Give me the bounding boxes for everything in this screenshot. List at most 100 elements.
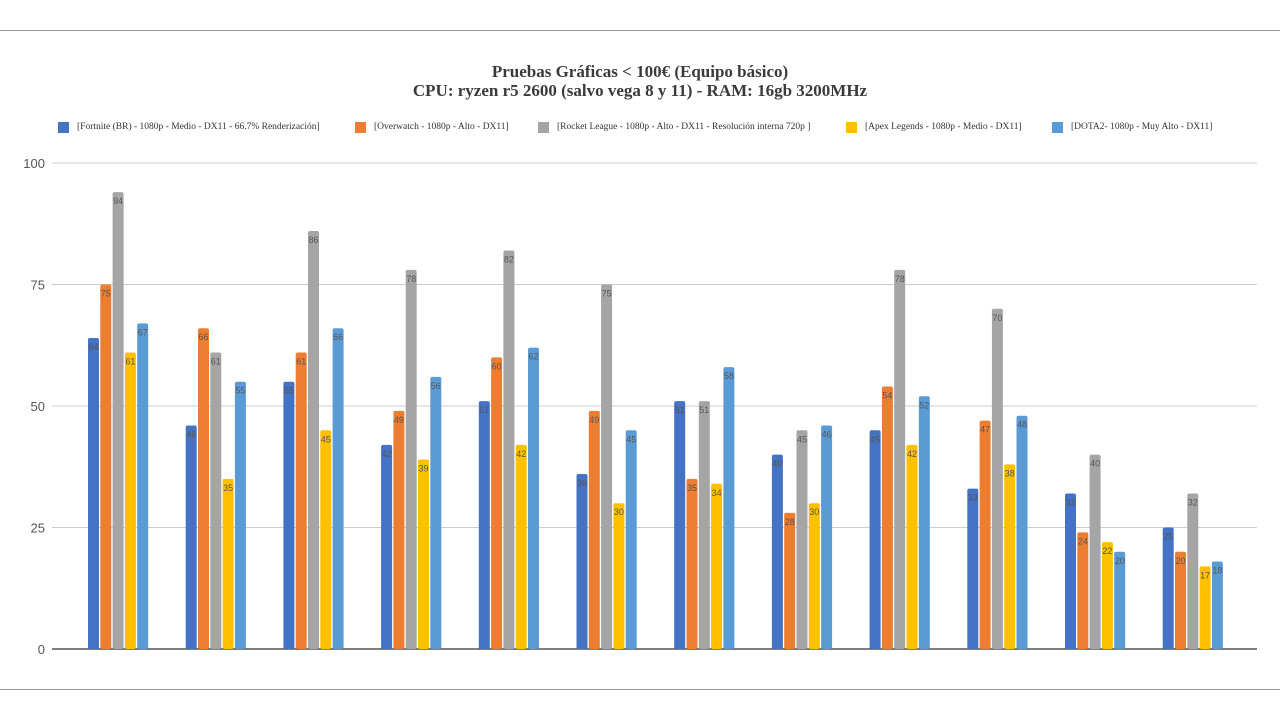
bar-data-label: 49 [589, 415, 599, 425]
bar [576, 474, 588, 649]
bar-data-label: 24 [1078, 536, 1088, 546]
bar-data-label: 40 [1090, 459, 1100, 469]
legend-label: [DOTA2- 1080p - Muy Alto - DX11] [1071, 122, 1213, 132]
legend-label: [Fortnite (BR) - 1080p - Medio - DX11 - … [77, 122, 320, 132]
bar [967, 488, 979, 649]
bar [1016, 415, 1028, 649]
bar-data-label: 70 [992, 313, 1002, 323]
bar-data-label: 35 [687, 483, 697, 493]
bar [1101, 542, 1113, 649]
bar [515, 444, 527, 649]
bar-data-label: 82 [504, 254, 514, 264]
bar-data-label: 30 [809, 507, 819, 517]
legend-label: [Overwatch - 1080p - Alto - DX11] [374, 122, 509, 132]
bar-data-label: 86 [308, 235, 318, 245]
bar [185, 425, 197, 649]
bar-data-label: 49 [394, 415, 404, 425]
bar [295, 352, 307, 649]
bar-data-label: 38 [1005, 468, 1015, 478]
bar-data-label: 61 [211, 357, 221, 367]
bar [1211, 561, 1223, 649]
bar [711, 483, 723, 649]
y-tick-label: 25 [31, 521, 45, 536]
bar [528, 347, 539, 649]
bar-data-label: 22 [1102, 546, 1112, 556]
bar-data-label: 48 [1017, 420, 1027, 430]
bar [784, 512, 796, 649]
bar-data-label: 75 [101, 289, 111, 299]
bar [418, 459, 429, 649]
bar [698, 401, 710, 649]
bar [320, 430, 332, 649]
bar [1004, 464, 1016, 649]
bar-data-label: 66 [333, 332, 343, 342]
bar [137, 323, 149, 649]
top-divider [0, 30, 1280, 31]
bar-data-label: 35 [223, 483, 233, 493]
bar [1199, 566, 1211, 649]
bar-data-label: 60 [492, 361, 502, 371]
bar-data-label: 45 [626, 434, 636, 444]
bar [1187, 493, 1199, 649]
bar [100, 284, 112, 649]
bar-data-label: 66 [198, 332, 208, 342]
bar-data-label: 64 [88, 342, 98, 352]
bar-data-label: 45 [870, 434, 880, 444]
legend-swatch [1052, 121, 1063, 133]
legend-label: [Apex Legends - 1080p - Medio - DX11] [865, 122, 1022, 132]
bar-data-label: 51 [479, 405, 489, 415]
bar-data-label: 20 [1175, 556, 1185, 566]
y-tick-label: 75 [31, 278, 45, 293]
bar-data-label: 42 [382, 449, 392, 459]
bar [198, 328, 209, 649]
bar [674, 401, 686, 649]
bar-data-label: 51 [675, 405, 685, 415]
legend-swatch [846, 121, 857, 133]
legend-item: [DOTA2- 1080p - Muy Alto - DX11] [1052, 120, 1212, 134]
chart-legend: [Fortnite (BR) - 1080p - Medio - DX11 - … [0, 120, 1280, 136]
bar [894, 269, 906, 649]
bar-data-label: 32 [1065, 497, 1075, 507]
bar-data-label: 54 [882, 391, 892, 401]
chart-title: Pruebas Gráficas < 100€ (Equipo básico) [491, 62, 789, 81]
bar [393, 410, 405, 649]
bar [979, 420, 991, 649]
legend-item: [Apex Legends - 1080p - Medio - DX11] [846, 120, 1022, 134]
bar [1077, 532, 1089, 649]
bar [210, 352, 222, 649]
legend-item: [Rocket League - 1080p - Alto - DX11 - R… [538, 120, 810, 134]
legend-swatch [538, 121, 549, 133]
bar-data-label: 34 [712, 488, 722, 498]
bar-data-label: 32 [1188, 497, 1198, 507]
bottom-divider [0, 689, 1280, 690]
bar [808, 503, 820, 649]
bar-data-label: 30 [614, 507, 624, 517]
bar [881, 386, 893, 649]
bar [625, 430, 637, 649]
bar [601, 284, 613, 649]
legend-item: [Fortnite (BR) - 1080p - Medio - DX11 - … [58, 120, 320, 134]
bar [405, 269, 417, 649]
bar-data-label: 55 [235, 386, 245, 396]
legend-label: [Rocket League - 1080p - Alto - DX11 - R… [557, 122, 811, 132]
y-tick-label: 100 [23, 156, 45, 171]
bar [430, 376, 442, 649]
bar [796, 430, 808, 649]
bar [1175, 551, 1186, 649]
legend-swatch [355, 121, 366, 133]
bar-data-label: 61 [125, 357, 135, 367]
bar-data-label: 51 [699, 405, 709, 415]
bar [1089, 454, 1101, 649]
bar-data-label: 52 [919, 400, 929, 410]
bar-data-label: 45 [797, 434, 807, 444]
legend-item: [Overwatch - 1080p - Alto - DX11] [355, 120, 509, 134]
bar [1065, 493, 1076, 649]
bar [308, 231, 319, 650]
bar [88, 337, 99, 649]
chart-subtitle: CPU: ryzen r5 2600 (salvo vega 8 y 11) -… [412, 81, 868, 100]
bar [283, 381, 295, 649]
bar-data-label: 78 [895, 274, 905, 284]
bar-data-label: 58 [724, 371, 734, 381]
bar [906, 444, 918, 649]
bar-data-label: 45 [321, 434, 331, 444]
